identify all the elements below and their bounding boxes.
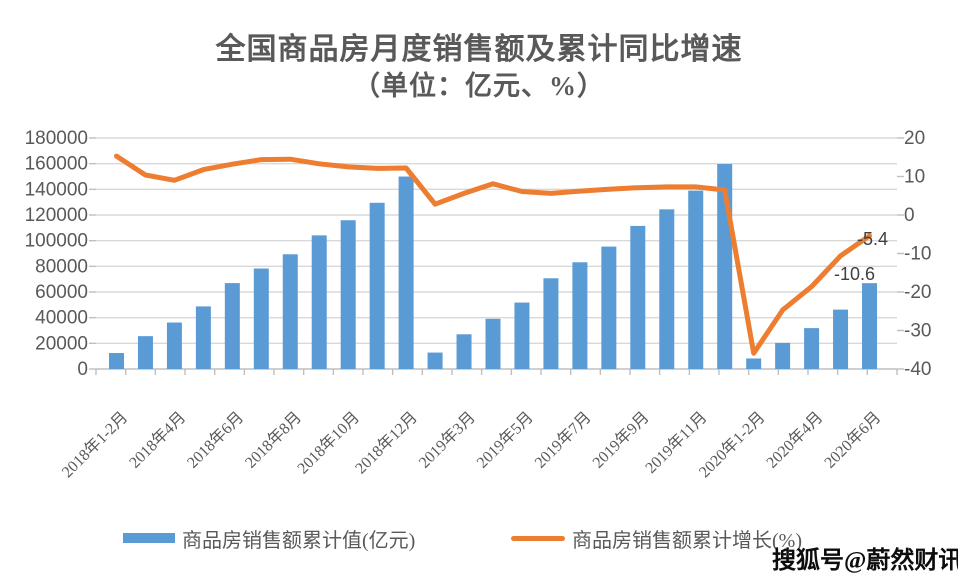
growth-line[interactable]: [114, 153, 872, 356]
data-label: -10.6: [834, 264, 875, 284]
x-axis-label: 2020年6月: [821, 408, 885, 472]
y-axis-label-left: 20000: [35, 333, 88, 354]
chart-title: 全国商品房月度销售额及累计同比增速: [215, 33, 743, 66]
y-axis-label-left: 140000: [25, 179, 88, 200]
x-axis-label: 2018年12月: [352, 408, 421, 477]
legend-label-sales: 商品房销售额累计值(亿元): [182, 529, 416, 552]
x-axis-label: 2019年7月: [531, 408, 595, 472]
x-axis-label: 2019年5月: [473, 408, 537, 472]
y-axis-label-left: 60000: [35, 282, 88, 303]
sales-bar[interactable]: [485, 318, 501, 369]
sales-bar[interactable]: [166, 322, 182, 369]
sales-bar[interactable]: [775, 342, 791, 369]
y-axis-label-right: -20: [904, 282, 931, 303]
x-axis-label: 2018年6月: [184, 408, 248, 472]
sales-bar[interactable]: [108, 353, 124, 369]
sales-bar[interactable]: [253, 268, 269, 369]
y-axis-label-right: 10: [904, 167, 925, 188]
sales-bar[interactable]: [427, 352, 443, 369]
sales-bar[interactable]: [804, 328, 820, 369]
sales-bar[interactable]: [311, 235, 327, 369]
sales-bar[interactable]: [195, 306, 211, 369]
y-axis-label-right: -40: [904, 359, 931, 380]
y-axis-label-left: 40000: [35, 308, 88, 329]
bar-series-swatch: [123, 533, 175, 543]
sales-bar[interactable]: [601, 246, 617, 369]
sales-bar[interactable]: [137, 336, 153, 369]
line-series-swatch: [511, 535, 565, 541]
legend-label-growth: 商品房销售额累计增长(%): [572, 529, 802, 552]
y-axis-label-right: 0: [904, 205, 915, 226]
x-axis-label: 2018年8月: [241, 408, 305, 472]
x-axis-label: 2019年9月: [589, 408, 653, 472]
x-axis-label: 2019年3月: [415, 408, 479, 472]
legend-item-sales-bars[interactable]: 商品房销售额累计值(亿元): [123, 527, 415, 552]
y-axis-label-left: 120000: [25, 205, 88, 226]
y-axis-label-left: 0: [77, 359, 88, 380]
sales-bar[interactable]: [369, 202, 385, 369]
sales-bar[interactable]: [398, 176, 414, 369]
y-axis-label-right: -30: [904, 321, 931, 342]
sales-bar[interactable]: [833, 309, 849, 369]
sales-bar[interactable]: [282, 254, 298, 369]
sales-bar[interactable]: [630, 225, 646, 369]
y-axis-label-right: 20: [904, 128, 925, 149]
sales-bar[interactable]: [340, 220, 356, 369]
sales-bar[interactable]: [862, 283, 878, 369]
sales-bar[interactable]: [456, 334, 472, 369]
y-axis-label-left: 80000: [35, 256, 88, 277]
sales-bar[interactable]: [688, 190, 704, 369]
sales-bar[interactable]: [572, 262, 588, 369]
y-axis-label-left: 180000: [25, 128, 88, 149]
plot-area: 0 20000 40000 60000 80000 100000 120000 140000 1…: [25, 128, 932, 481]
sales-bar[interactable]: [543, 278, 559, 369]
watermark-souhu-account: 搜狐号@蔚然财讯: [772, 548, 958, 574]
y-axis-label-left: 160000: [25, 154, 88, 175]
legend-item-growth-line[interactable]: 商品房销售额累计增长(%): [511, 527, 802, 552]
y-axis-label-right: -10: [904, 244, 931, 265]
sales-bar[interactable]: [659, 209, 675, 369]
x-axis-label: 2018年1-2月: [58, 408, 131, 481]
y-axis-label-left: 100000: [25, 231, 88, 252]
sales-bar[interactable]: [746, 358, 762, 369]
sales-bar[interactable]: [514, 302, 530, 369]
x-axis-label: 2018年4月: [126, 408, 190, 472]
x-axis-label: 2020年4月: [763, 408, 827, 472]
data-label: -5.4: [857, 229, 888, 249]
chart-subtitle: （单位：亿元、%）: [353, 71, 605, 101]
sales-bar[interactable]: [224, 283, 240, 369]
